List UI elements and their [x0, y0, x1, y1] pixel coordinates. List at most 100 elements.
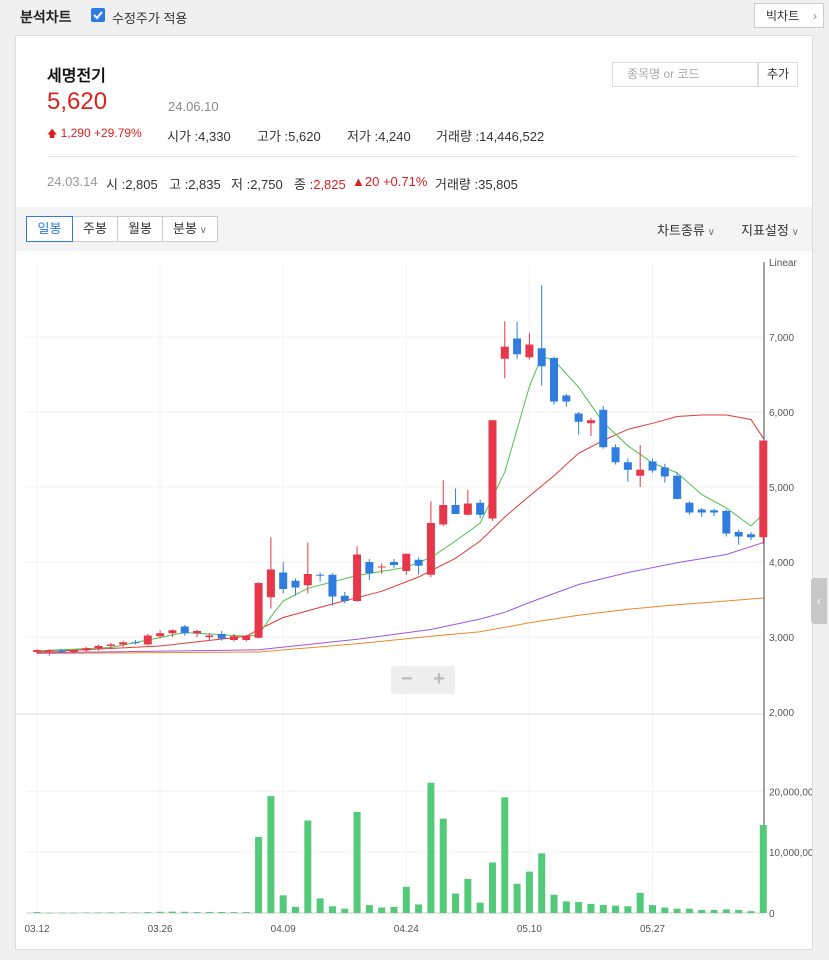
chart-type-dropdown[interactable]: 차트종류 ∨: [657, 220, 715, 239]
history-low: 저 :2,750: [231, 174, 283, 193]
volume-bar: [488, 862, 496, 913]
candle-body: [402, 553, 411, 571]
candle-body: [759, 440, 768, 538]
volume-bar: [747, 911, 755, 913]
open-price: 시가 :4,330: [167, 126, 231, 145]
candle-body: [33, 650, 41, 652]
volume-bar: [599, 905, 607, 913]
volume-bar: [415, 904, 423, 913]
volume-bar: [710, 909, 718, 913]
candle-body: [476, 502, 485, 515]
candle-body: [45, 650, 54, 652]
volume-bar: [255, 836, 263, 913]
candle-body: [426, 523, 435, 575]
tab-weekly[interactable]: 주봉: [72, 216, 118, 242]
price-tick-label: 5,000: [769, 483, 794, 494]
history-low-label: 저 :: [231, 177, 251, 192]
price-tick-label: 6,000: [769, 408, 794, 419]
volume-bar: [70, 912, 78, 914]
adjusted-price-checkbox[interactable]: [91, 8, 105, 22]
volume-bar: [661, 907, 669, 913]
volume-bar: [624, 906, 632, 913]
chevron-down-icon: ∨: [196, 225, 208, 236]
volume-bar: [649, 905, 656, 913]
volume-bar: [575, 902, 583, 913]
candle-body: [623, 462, 632, 470]
volume-bar: [353, 811, 361, 913]
low-label: 저가 :: [347, 129, 379, 144]
candle-body: [451, 505, 460, 514]
candle-body: [82, 648, 91, 651]
zoom-in-button[interactable]: +: [433, 668, 445, 690]
tab-minute-label: 분봉: [172, 221, 197, 236]
history-open-label: 시 :: [106, 177, 126, 192]
price-change: 🡅 1,290 +29.79%: [47, 126, 142, 144]
volume-bar: [673, 908, 681, 913]
price-date: 24.06.10: [168, 99, 219, 114]
history-high-label: 고 :: [169, 177, 189, 192]
chevron-down-icon: ∨: [704, 227, 715, 238]
chevron-left-icon: ‹: [817, 594, 821, 608]
volume-bar: [193, 912, 201, 913]
volume-bar: [168, 911, 176, 913]
open-value: 4,330: [198, 129, 231, 144]
ma60-line: [36, 542, 764, 654]
candle-body: [119, 642, 128, 645]
volume-tick-label: 20,000,000: [769, 787, 812, 798]
volume-bar: [341, 908, 349, 913]
candle-body: [291, 580, 300, 588]
candle-body: [685, 502, 694, 513]
candle-body: [180, 626, 189, 634]
history-volume-label: 거래량 :: [435, 177, 479, 192]
x-tick-label: 04.09: [271, 924, 296, 935]
volume-bar: [292, 906, 300, 913]
big-chart-button[interactable]: 빅차트 ›: [754, 3, 824, 28]
candle-body: [636, 469, 645, 476]
tab-minute[interactable]: 분봉 ∨: [162, 216, 218, 242]
candle-body: [217, 634, 226, 639]
tab-daily[interactable]: 일봉: [26, 216, 73, 242]
volume-bar: [759, 825, 767, 913]
history-change-value: 20: [364, 174, 380, 189]
zoom-out-button[interactable]: −: [401, 668, 413, 690]
big-chart-label: 빅차트: [766, 9, 800, 23]
history-high-value: 2,835: [188, 177, 221, 192]
indicator-settings-dropdown[interactable]: 지표설정 ∨: [741, 220, 799, 239]
candle-body: [69, 650, 78, 652]
candle-body: [537, 348, 546, 367]
history-open-value: 2,805: [125, 177, 158, 192]
volume-bar: [513, 883, 521, 913]
candle-body: [303, 574, 312, 586]
open-label: 시가 :: [167, 129, 199, 144]
candle-body: [525, 344, 534, 358]
volume-bar: [156, 911, 164, 913]
page-title: 분석차트: [20, 9, 72, 25]
candle-body: [660, 467, 669, 477]
candle-body: [734, 532, 743, 537]
candle-body: [562, 395, 571, 402]
x-tick-label: 04.24: [394, 924, 419, 935]
price-tick-label: 3,000: [769, 633, 794, 644]
change-amount: 1,290: [60, 126, 91, 140]
stock-search-input[interactable]: 종목명 or 코드: [612, 62, 758, 87]
volume-bar: [82, 912, 90, 914]
x-tick-label: 03.26: [148, 924, 173, 935]
history-low-value: 2,750: [250, 177, 283, 192]
volume-bar: [550, 894, 558, 913]
price-tick-label: 4,000: [769, 558, 794, 569]
volume-bar: [735, 909, 743, 913]
tab-monthly[interactable]: 월봉: [117, 216, 163, 242]
price-chart[interactable]: Linear 2,000 3,000 4,000 5,000 6,000 7,000 0 10,…: [16, 252, 812, 942]
side-panel-toggle[interactable]: ‹: [811, 578, 827, 624]
add-stock-button[interactable]: 추가: [758, 62, 798, 87]
high-value: 5,620: [288, 129, 321, 144]
candle-body: [488, 420, 497, 519]
history-date: 24.03.14: [47, 174, 98, 189]
volume-bar: [45, 912, 53, 914]
candle-body: [242, 635, 251, 640]
volume-bar: [181, 911, 189, 913]
adjusted-price-label[interactable]: 수정주가 적용: [112, 11, 188, 26]
info-divider: [47, 156, 797, 157]
volume-bar: [685, 908, 693, 913]
volume-bar: [452, 893, 460, 913]
